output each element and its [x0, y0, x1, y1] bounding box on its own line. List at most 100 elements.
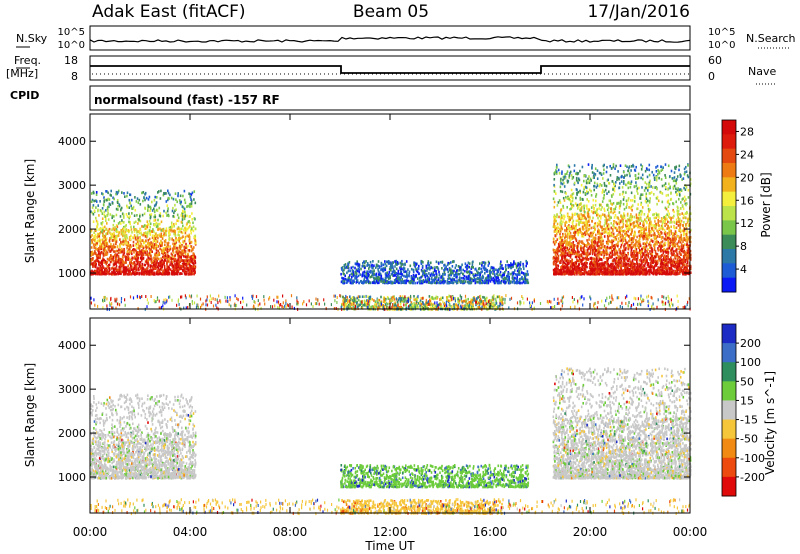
- echo-cell: [110, 232, 112, 236]
- echo-cell: [105, 272, 107, 276]
- echo-cell: [661, 222, 664, 226]
- echo-cell: [161, 268, 163, 271]
- echo-cell: [487, 264, 490, 267]
- echo-cell: [134, 270, 137, 274]
- echo-cell: [372, 281, 374, 285]
- echo-cell: [578, 241, 580, 245]
- echo-cell: [183, 269, 185, 272]
- echo-cell: [345, 278, 348, 281]
- echo-cell: [436, 275, 438, 279]
- echo-cell: [637, 203, 639, 206]
- echo-cell: [624, 243, 626, 246]
- echo-cell: [440, 276, 442, 279]
- echo-cell: [172, 264, 175, 267]
- echo-cell: [580, 213, 582, 216]
- echo-cell: [113, 233, 115, 237]
- echo-cell: [465, 300, 467, 304]
- echo-cell: [114, 267, 117, 271]
- echo-cell: [192, 262, 195, 266]
- echo-cell: [605, 217, 608, 221]
- echo-cell: [153, 207, 155, 211]
- echo-cell: [113, 269, 115, 273]
- echo-cell: [147, 204, 149, 207]
- echo-cell: [122, 213, 125, 216]
- echo-cell: [559, 179, 562, 183]
- echo-cell: [586, 239, 588, 242]
- echo-cell: [583, 246, 585, 249]
- echo-cell: [173, 232, 175, 236]
- echo-cell: [179, 260, 182, 264]
- echo-cell: [157, 264, 160, 267]
- echo-cell: [384, 266, 387, 270]
- echo-cell: [128, 271, 130, 275]
- echo-cell: [426, 277, 429, 281]
- echo-cell: [119, 243, 121, 246]
- echo-cell: [91, 269, 93, 273]
- echo-cell: [406, 276, 408, 279]
- echo-cell: [377, 264, 379, 268]
- echo-cell: [615, 243, 618, 246]
- echo-cell: [685, 170, 688, 173]
- echo-cell: [442, 277, 445, 281]
- echo-cell: [378, 273, 380, 276]
- echo-cell: [95, 193, 98, 196]
- echo-cell: [366, 262, 369, 265]
- echo-cell: [439, 260, 442, 264]
- echo-cell: [111, 233, 114, 236]
- echo-cell: [571, 265, 573, 269]
- echo-cell: [116, 268, 119, 272]
- echo-cell: [390, 273, 393, 276]
- echo-cell: [467, 261, 470, 265]
- echo-cell: [112, 245, 115, 249]
- echo-cell: [448, 281, 450, 285]
- echo-cell: [458, 301, 461, 305]
- echo-cell: [139, 236, 141, 239]
- echo-cell: [486, 296, 488, 300]
- echo-cell: [582, 242, 585, 246]
- echo-cell: [190, 229, 192, 232]
- echo-cell: [499, 300, 501, 303]
- echo-cell: [500, 279, 503, 283]
- echo-cell: [346, 281, 348, 284]
- echo-cell: [348, 276, 350, 279]
- echo-cell: [129, 237, 131, 241]
- echo-cell: [148, 237, 151, 241]
- echo-cell: [92, 220, 95, 223]
- echo-cell: [171, 209, 174, 213]
- echo-cell: [93, 235, 96, 238]
- echo-cell: [661, 192, 664, 195]
- echo-cell: [163, 233, 165, 237]
- echo-cell: [623, 180, 625, 183]
- echo-cell: [142, 225, 145, 228]
- echo-cell: [128, 206, 131, 209]
- echo-cell: [187, 255, 190, 259]
- echo-cell: [123, 192, 125, 195]
- echo-cell: [420, 306, 423, 309]
- echo-cell: [553, 178, 556, 181]
- echo-cell: [100, 243, 103, 246]
- echo-cell: [374, 303, 376, 306]
- echo-cell: [186, 257, 188, 260]
- echo-cell: [393, 270, 395, 273]
- echo-cell: [468, 301, 470, 304]
- echo-cell: [488, 307, 491, 310]
- echo-cell: [186, 246, 188, 250]
- echo-cell: [474, 281, 477, 285]
- echo-cell: [102, 258, 104, 262]
- echo-cell: [340, 280, 343, 284]
- echo-cell: [94, 263, 97, 266]
- echo-cell: [159, 267, 162, 271]
- echo-cell: [525, 264, 527, 268]
- echo-cell: [195, 241, 197, 245]
- echo-cell: [350, 278, 353, 281]
- echo-cell: [163, 192, 165, 195]
- echo-cell: [130, 272, 132, 275]
- echo-cell: [438, 277, 440, 280]
- echo-cell: [435, 306, 438, 309]
- echo-cell: [188, 266, 191, 269]
- echo-cell: [105, 233, 107, 236]
- echo-cell: [629, 215, 632, 218]
- echo-cell: [476, 273, 478, 277]
- echo-cell: [159, 212, 162, 215]
- echo-cell: [477, 271, 480, 274]
